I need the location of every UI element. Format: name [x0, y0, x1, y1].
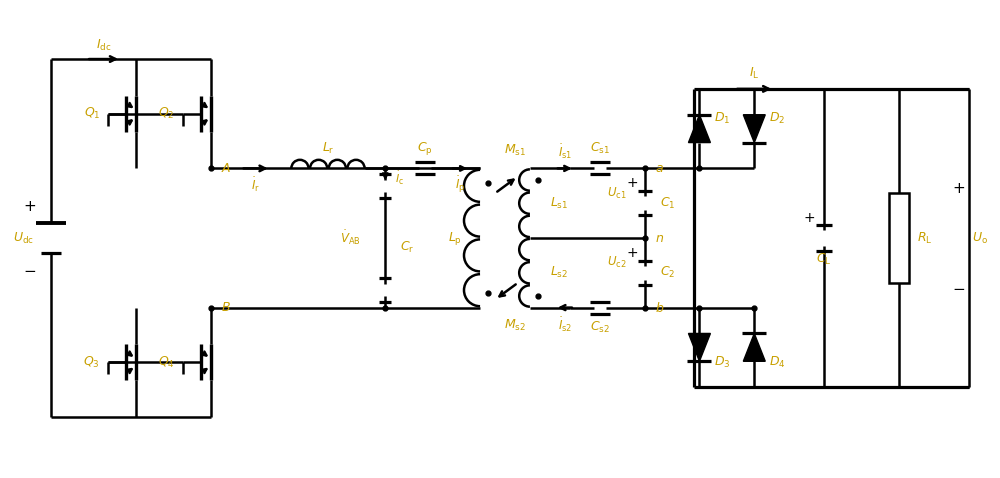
- Text: $C_{\rm s1}$: $C_{\rm s1}$: [590, 141, 610, 156]
- Polygon shape: [743, 334, 765, 361]
- Text: $Q_1$: $Q_1$: [84, 106, 100, 121]
- Text: $B$: $B$: [221, 301, 231, 314]
- Text: +: +: [627, 246, 638, 260]
- Text: $U_{\rm o}$: $U_{\rm o}$: [972, 230, 988, 246]
- Text: $a$: $a$: [655, 162, 663, 175]
- Polygon shape: [688, 334, 710, 361]
- Text: $\dot{I}_{\rm c}$: $\dot{I}_{\rm c}$: [395, 170, 404, 187]
- Text: +: +: [23, 199, 36, 214]
- Polygon shape: [743, 115, 765, 142]
- Text: $L_{\rm s2}$: $L_{\rm s2}$: [550, 265, 568, 281]
- Text: $\dot{I}_{\rm r}$: $\dot{I}_{\rm r}$: [251, 175, 260, 194]
- Text: $C_{\rm L}$: $C_{\rm L}$: [816, 252, 832, 267]
- Text: $L_{\rm p}$: $L_{\rm p}$: [448, 229, 462, 247]
- Text: $Q_2$: $Q_2$: [158, 106, 175, 121]
- Text: $L_{\rm s1}$: $L_{\rm s1}$: [550, 196, 568, 211]
- Text: $b$: $b$: [655, 301, 664, 315]
- Text: +: +: [627, 176, 638, 190]
- Text: $\dot{I}_{\rm s1}$: $\dot{I}_{\rm s1}$: [558, 142, 572, 161]
- Text: $Q_3$: $Q_3$: [83, 355, 100, 370]
- Text: $U_{\rm c2}$: $U_{\rm c2}$: [607, 255, 627, 271]
- Text: $\dot{V}_{\rm AB}$: $\dot{V}_{\rm AB}$: [340, 229, 360, 247]
- Text: $U_{\rm c1}$: $U_{\rm c1}$: [607, 186, 627, 201]
- Text: $R_{\rm L}$: $R_{\rm L}$: [917, 230, 932, 246]
- Text: $A$: $A$: [221, 162, 231, 175]
- FancyBboxPatch shape: [889, 193, 909, 283]
- Text: $C_{\rm p}$: $C_{\rm p}$: [417, 140, 433, 157]
- Text: +: +: [952, 181, 965, 196]
- Text: $C_{\rm r}$: $C_{\rm r}$: [400, 240, 415, 256]
- Text: $-$: $-$: [23, 262, 36, 277]
- Text: $D_1$: $D_1$: [714, 111, 731, 126]
- Text: $C_1$: $C_1$: [660, 196, 675, 211]
- Text: $n$: $n$: [655, 231, 664, 245]
- Text: $D_3$: $D_3$: [714, 355, 731, 370]
- Text: $D_2$: $D_2$: [769, 111, 785, 126]
- Text: $I_{\rm dc}$: $I_{\rm dc}$: [96, 38, 112, 53]
- Text: $Q_4$: $Q_4$: [158, 355, 175, 370]
- Text: $-$: $-$: [952, 280, 965, 295]
- Text: $M_{\rm s1}$: $M_{\rm s1}$: [504, 143, 526, 158]
- Text: $C_{\rm s2}$: $C_{\rm s2}$: [590, 320, 610, 335]
- Text: $M_{\rm s2}$: $M_{\rm s2}$: [504, 318, 526, 333]
- Text: $C_2$: $C_2$: [660, 265, 675, 281]
- Text: $I_{\rm L}$: $I_{\rm L}$: [749, 65, 760, 80]
- Text: $\dot{I}_{\rm p}$: $\dot{I}_{\rm p}$: [455, 174, 465, 195]
- Text: $U_{\rm dc}$: $U_{\rm dc}$: [13, 230, 34, 246]
- Text: $L_{\rm r}$: $L_{\rm r}$: [322, 141, 335, 156]
- Text: $D_4$: $D_4$: [769, 355, 786, 370]
- Text: +: +: [803, 211, 815, 225]
- Text: $\dot{I}_{\rm s2}$: $\dot{I}_{\rm s2}$: [558, 315, 572, 334]
- Polygon shape: [688, 115, 710, 142]
